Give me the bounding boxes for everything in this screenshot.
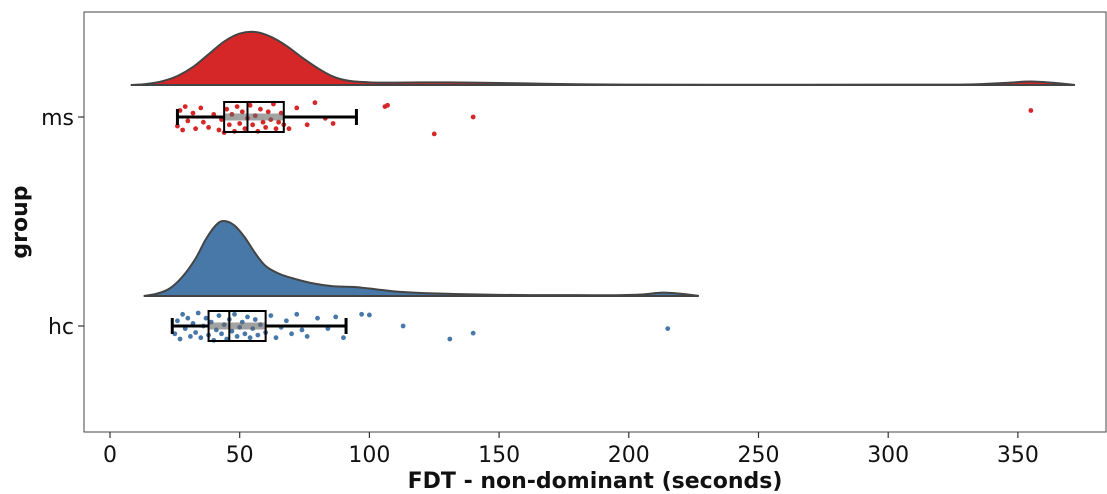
data-point-ms: [250, 122, 256, 128]
data-point-hc: [255, 332, 261, 338]
data-point-hc: [400, 323, 406, 329]
y-tick-label-hc: hc: [48, 315, 74, 340]
data-point-hc: [359, 311, 365, 317]
data-point-ms: [185, 118, 191, 124]
data-point-ms: [304, 122, 310, 128]
data-point-ms: [385, 102, 390, 108]
data-point-ms: [182, 104, 188, 109]
box-plot-ms: [175, 101, 358, 133]
x-tick-label: 300: [867, 443, 909, 468]
data-point-hc: [234, 334, 240, 339]
data-point-hc: [289, 331, 294, 337]
data-point-ms: [470, 114, 476, 120]
data-point-hc: [232, 311, 237, 317]
data-point-ms: [330, 121, 336, 126]
x-tick-label: 50: [226, 443, 254, 468]
iqr-box-hc: [207, 310, 267, 342]
data-point-hc: [175, 318, 180, 324]
data-point-hc: [367, 312, 372, 318]
data-point-hc: [304, 334, 310, 339]
data-point-hc: [245, 314, 250, 320]
x-tick-label: 100: [348, 443, 390, 468]
data-point-hc: [665, 326, 671, 331]
data-point-hc: [193, 330, 199, 335]
data-point-hc: [283, 318, 289, 324]
y-tick-label-ms: ms: [41, 106, 74, 131]
data-point-hc: [219, 331, 224, 337]
box-plots: [170, 101, 358, 342]
data-point-ms: [237, 121, 243, 126]
data-point-ms: [242, 126, 248, 132]
box-plot-hc: [170, 310, 348, 342]
data-point-hc: [198, 335, 204, 341]
data-point-hc: [273, 335, 279, 341]
data-point-ms: [273, 126, 279, 132]
data-point-hc: [315, 315, 320, 321]
data-point-ms: [294, 105, 300, 111]
data-point-ms: [234, 104, 240, 109]
data-point-ms: [312, 100, 318, 106]
data-point-ms: [263, 125, 269, 130]
x-tick-label: 150: [478, 443, 520, 468]
data-point-ms: [226, 122, 232, 128]
data-point-hc: [195, 310, 201, 316]
data-point-ms: [239, 109, 245, 115]
data-point-hc: [177, 336, 183, 342]
data-point-ms: [247, 102, 253, 108]
data-point-hc: [268, 313, 274, 318]
data-point-hc: [252, 317, 258, 322]
iqr-box-ms: [223, 101, 285, 133]
y-axis: ms hc: [41, 106, 84, 340]
data-points: [172, 100, 1034, 343]
data-point-hc: [294, 311, 300, 317]
data-point-ms: [224, 106, 230, 112]
data-point-hc: [341, 335, 346, 341]
data-point-ms: [206, 125, 211, 130]
data-point-ms: [198, 105, 204, 111]
data-point-hc: [188, 334, 193, 339]
data-point-ms: [260, 119, 266, 125]
data-point-hc: [247, 335, 253, 341]
data-point-hc: [447, 336, 453, 342]
data-point-hc: [203, 315, 209, 321]
data-point-ms: [431, 131, 437, 137]
data-point-ms: [180, 127, 186, 133]
data-point-hc: [299, 327, 305, 333]
data-point-ms: [286, 126, 292, 132]
data-point-hc: [185, 315, 191, 321]
x-axis: 0 50 100 150 200 250 300 350: [103, 432, 1039, 468]
data-point-ms: [190, 110, 196, 116]
data-point-hc: [180, 311, 186, 317]
x-tick-label: 250: [738, 443, 780, 468]
y-axis-label: group: [8, 185, 33, 258]
density-clouds: [130, 30, 1076, 297]
data-point-hc: [242, 331, 248, 337]
data-point-ms: [258, 106, 263, 112]
data-point-ms: [216, 127, 222, 133]
data-point-hc: [216, 313, 222, 318]
data-point-hc: [333, 314, 339, 320]
plot-frame: [83, 11, 1107, 433]
data-point-ms: [1028, 108, 1034, 113]
density-cloud-ms: [130, 30, 1076, 86]
data-point-hc: [229, 328, 235, 334]
data-point-ms: [265, 109, 271, 115]
x-tick-label: 200: [608, 443, 650, 468]
data-point-ms: [276, 119, 282, 125]
density-cloud-hc: [143, 219, 699, 297]
x-axis-label: FDT - non-dominant (seconds): [408, 469, 783, 494]
x-tick-label: 350: [997, 443, 1039, 468]
data-point-hc: [470, 330, 476, 336]
data-point-ms: [200, 119, 206, 125]
x-tick-label: 0: [103, 443, 117, 468]
data-point-ms: [193, 126, 199, 132]
